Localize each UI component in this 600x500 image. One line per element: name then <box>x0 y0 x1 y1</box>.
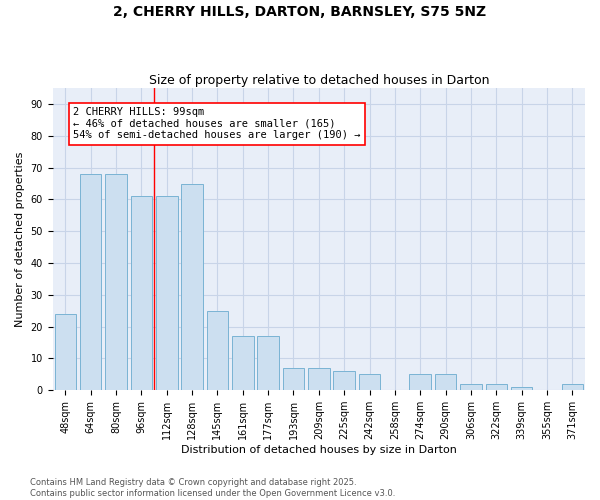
Bar <box>485 384 507 390</box>
Bar <box>562 384 583 390</box>
Bar <box>80 174 101 390</box>
Text: Contains HM Land Registry data © Crown copyright and database right 2025.
Contai: Contains HM Land Registry data © Crown c… <box>30 478 395 498</box>
Bar <box>156 196 178 390</box>
Title: Size of property relative to detached houses in Darton: Size of property relative to detached ho… <box>149 74 489 87</box>
X-axis label: Distribution of detached houses by size in Darton: Distribution of detached houses by size … <box>181 445 457 455</box>
Bar <box>181 184 203 390</box>
Bar <box>359 374 380 390</box>
Bar <box>131 196 152 390</box>
Bar <box>511 387 532 390</box>
Bar <box>435 374 457 390</box>
Text: 2 CHERRY HILLS: 99sqm
← 46% of detached houses are smaller (165)
54% of semi-det: 2 CHERRY HILLS: 99sqm ← 46% of detached … <box>73 107 361 140</box>
Bar <box>105 174 127 390</box>
Bar <box>206 310 228 390</box>
Text: 2, CHERRY HILLS, DARTON, BARNSLEY, S75 5NZ: 2, CHERRY HILLS, DARTON, BARNSLEY, S75 5… <box>113 5 487 19</box>
Bar <box>409 374 431 390</box>
Bar <box>283 368 304 390</box>
Bar <box>460 384 482 390</box>
Bar <box>308 368 329 390</box>
Bar <box>232 336 254 390</box>
Bar <box>257 336 279 390</box>
Bar <box>55 314 76 390</box>
Y-axis label: Number of detached properties: Number of detached properties <box>15 152 25 327</box>
Bar <box>334 371 355 390</box>
